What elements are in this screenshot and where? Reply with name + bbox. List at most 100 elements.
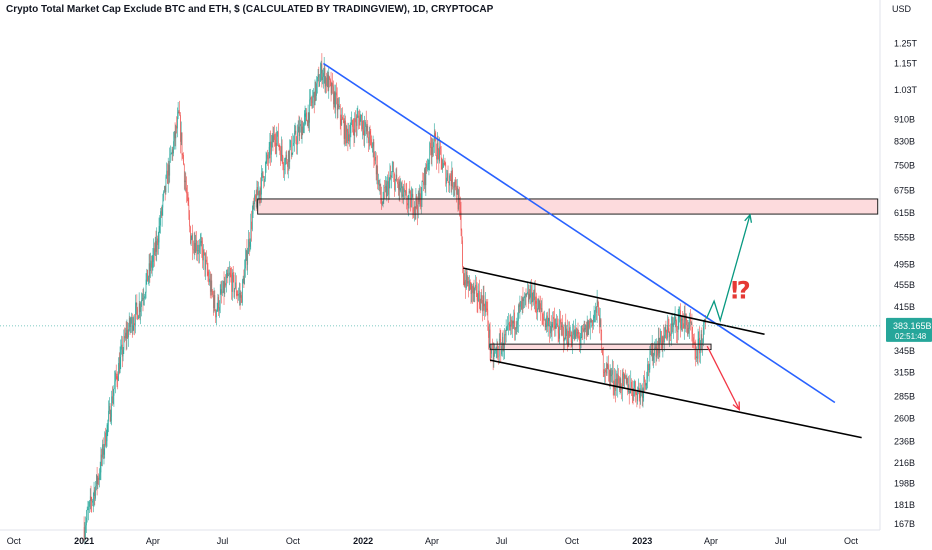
- candle-body: [150, 260, 151, 271]
- candle-body: [472, 286, 473, 293]
- candle-body: [484, 306, 486, 313]
- candle-body: [342, 116, 343, 120]
- candle-body: [378, 180, 379, 185]
- candle-body: [688, 327, 690, 329]
- y-tick-label: 675B: [894, 186, 915, 196]
- exclamation-question-annotation: ⁉: [731, 276, 751, 304]
- candle-body: [340, 118, 342, 125]
- y-tick-label: 415B: [894, 302, 915, 312]
- candle-body: [520, 301, 521, 305]
- candle-body: [336, 95, 338, 111]
- candle-body: [638, 387, 640, 391]
- candle-body: [668, 328, 670, 338]
- candle-body: [248, 239, 250, 247]
- candle-body: [451, 170, 453, 187]
- candle-body: [366, 125, 368, 132]
- candle-body: [291, 140, 292, 156]
- candle-body: [200, 240, 202, 243]
- candle-body: [421, 197, 422, 207]
- candle-body: [346, 126, 347, 144]
- candle-body: [320, 63, 322, 74]
- candle-body: [363, 130, 365, 136]
- candle-body: [448, 181, 450, 186]
- candle-body: [254, 195, 255, 205]
- price-axis[interactable]: 1.25T 1.15T 1.03T 910B 830B 750B 675B 615B 555B 4…: [894, 39, 918, 530]
- candle-body: [317, 77, 318, 84]
- candle-body: [103, 448, 105, 455]
- candle-body: [362, 120, 363, 130]
- y-tick-label: 181B: [894, 500, 915, 510]
- candle-body: [673, 322, 674, 327]
- candle-body: [697, 339, 699, 359]
- y-tick-label: 750B: [894, 161, 915, 171]
- candle-body: [345, 120, 346, 144]
- candle-body: [343, 119, 344, 121]
- candle-body: [129, 318, 131, 327]
- candle-body: [384, 187, 385, 188]
- candle-body: [179, 112, 181, 116]
- candle-body: [567, 341, 569, 345]
- candle-body: [321, 63, 323, 80]
- candle-body: [209, 278, 211, 292]
- candle-body: [440, 149, 442, 158]
- x-tick-label: Oct: [7, 536, 22, 546]
- candle-body: [274, 139, 276, 144]
- candle-body: [536, 303, 538, 313]
- chart-title: Crypto Total Market Cap Exclude BTC and …: [6, 4, 494, 15]
- candle-body: [653, 355, 655, 361]
- candle-body: [292, 144, 294, 153]
- candle-body: [687, 327, 689, 335]
- x-tick-label: Apr: [704, 536, 718, 546]
- candle-body: [370, 134, 372, 140]
- candle-body: [590, 320, 592, 322]
- candle-body: [698, 337, 700, 340]
- candle-body: [197, 250, 199, 251]
- candle-body: [371, 139, 372, 148]
- candle-body: [122, 349, 124, 357]
- candle-body: [382, 200, 384, 204]
- candle-body: [329, 76, 330, 81]
- candle-body: [674, 320, 675, 323]
- y-tick-label: 216B: [894, 458, 915, 468]
- candle-body: [176, 125, 177, 129]
- candle-body: [671, 325, 672, 336]
- candle-body: [112, 396, 113, 404]
- candle-body: [367, 125, 369, 138]
- candle-body: [456, 187, 458, 195]
- candle-body: [248, 239, 249, 255]
- candle-body: [142, 298, 144, 300]
- candle-body: [99, 474, 100, 480]
- candle-body: [328, 76, 330, 91]
- candle-body: [177, 112, 179, 117]
- y-tick-label: 910B: [894, 114, 915, 124]
- x-tick-label: Oct: [844, 536, 859, 546]
- candle-body: [282, 156, 284, 166]
- candle-body: [257, 187, 258, 196]
- candle-body: [599, 314, 600, 327]
- candle-body: [130, 323, 132, 327]
- candle-body: [226, 273, 228, 278]
- candle-body: [400, 188, 401, 191]
- candle-body: [320, 73, 321, 82]
- candle-body: [99, 472, 101, 475]
- candle-body: [143, 298, 145, 300]
- candle-body: [385, 186, 386, 188]
- candle-body: [207, 271, 209, 276]
- candle-body: [111, 396, 112, 417]
- candle-body: [181, 132, 183, 155]
- candle-body: [151, 260, 152, 268]
- candle-body: [683, 323, 684, 329]
- candle-body: [576, 327, 577, 337]
- time-axis[interactable]: Oct 2021 Apr Jul Oct 2022 Apr Jul Oct 2023 Apr Jul O…: [7, 536, 859, 546]
- candle-body: [272, 135, 274, 143]
- y-tick-label: 495B: [894, 260, 915, 270]
- candle-body: [521, 301, 522, 310]
- candle-body: [622, 373, 623, 391]
- candle-body: [90, 496, 92, 501]
- candle-body: [120, 349, 122, 357]
- y-tick-label: 236B: [894, 437, 915, 447]
- candle-body: [183, 164, 185, 183]
- candle-body: [643, 377, 645, 390]
